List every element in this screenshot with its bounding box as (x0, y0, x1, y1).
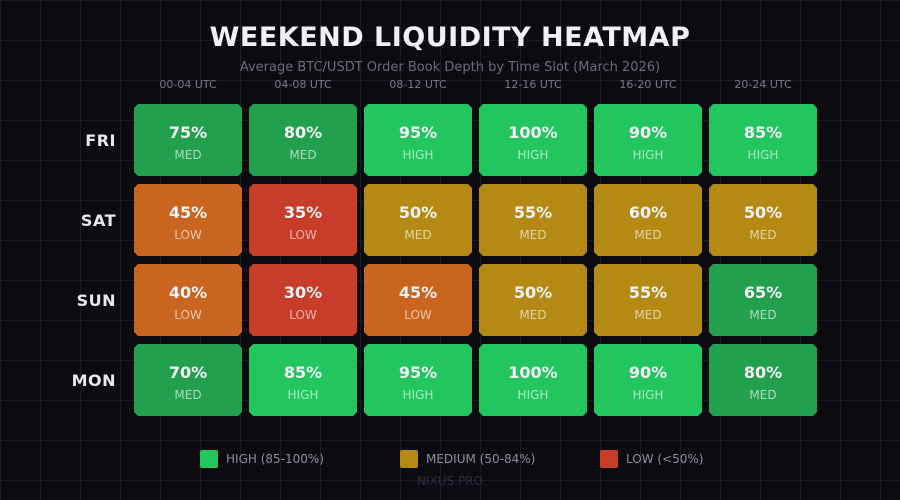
cell-percentage: 55% (628, 283, 668, 302)
cell-level: LOW (404, 308, 432, 322)
cell-percentage: 30% (283, 283, 323, 302)
cell-percentage: 75% (168, 123, 208, 142)
heatmap-cell: 40% LOW (134, 264, 242, 336)
heatmap-cell: 75% MED (134, 104, 242, 176)
cell-level: LOW (289, 228, 317, 242)
cell-percentage: 95% (398, 123, 438, 142)
chart-subtitle: Average BTC/USDT Order Book Depth by Tim… (239, 60, 661, 75)
watermark: NIXUS.PRO (417, 474, 483, 488)
heatmap-cell: 60% MED (594, 184, 702, 256)
column-header: 12-16 UTC (504, 78, 562, 91)
cell-level: MED (749, 228, 777, 242)
column-header: 20-24 UTC (734, 78, 792, 91)
heatmap-cell: 90% HIGH (594, 104, 702, 176)
heatmap-cell: 100% HIGH (479, 104, 587, 176)
heatmap-cell: 45% LOW (364, 264, 472, 336)
cell-percentage: 85% (283, 363, 323, 382)
cell-percentage: 45% (168, 203, 208, 222)
cell-level: HIGH (632, 148, 664, 162)
heatmap-cell: 80% MED (249, 104, 357, 176)
cell-percentage: 90% (628, 123, 668, 142)
cell-level: MED (634, 228, 662, 242)
cell-level: HIGH (517, 388, 549, 402)
legend-swatch (400, 450, 418, 468)
cell-percentage: 80% (743, 363, 783, 382)
cell-level: HIGH (402, 388, 434, 402)
cell-level: HIGH (632, 388, 664, 402)
heatmap-cell: 70% MED (134, 344, 242, 416)
heatmap-cell: 30% LOW (249, 264, 357, 336)
row-label: FRI (85, 131, 116, 150)
heatmap-cell: 50% MED (709, 184, 817, 256)
cell-level: MED (749, 388, 777, 402)
cell-percentage: 95% (398, 363, 438, 382)
cell-percentage: 70% (168, 363, 208, 382)
heatmap-cell: 50% MED (479, 264, 587, 336)
heatmap-cell: 45% LOW (134, 184, 242, 256)
cell-percentage: 65% (743, 283, 783, 302)
column-header: 16-20 UTC (619, 78, 677, 91)
heatmap-cell: 55% MED (479, 184, 587, 256)
cell-percentage: 50% (743, 203, 783, 222)
cell-level: HIGH (747, 148, 779, 162)
cell-percentage: 50% (513, 283, 553, 302)
cell-level: HIGH (287, 388, 319, 402)
cell-percentage: 45% (398, 283, 438, 302)
row-label: SAT (80, 211, 116, 230)
heatmap-cell: 90% HIGH (594, 344, 702, 416)
cell-level: MED (519, 228, 547, 242)
heatmap-cell: 85% HIGH (249, 344, 357, 416)
cell-level: MED (174, 388, 202, 402)
cell-percentage: 100% (508, 123, 558, 142)
cell-level: LOW (174, 308, 202, 322)
cell-level: LOW (174, 228, 202, 242)
cell-level: MED (404, 228, 432, 242)
cell-percentage: 60% (628, 203, 668, 222)
cell-level: MED (289, 148, 317, 162)
row-label: SUN (76, 291, 116, 310)
heatmap-cell: 55% MED (594, 264, 702, 336)
cell-percentage: 90% (628, 363, 668, 382)
legend-label: HIGH (85-100%) (226, 452, 324, 466)
cell-level: MED (634, 308, 662, 322)
cell-percentage: 85% (743, 123, 783, 142)
column-header: 04-08 UTC (274, 78, 332, 91)
heatmap-cell: 95% HIGH (364, 104, 472, 176)
legend-label: LOW (<50%) (626, 452, 704, 466)
heatmap-cell: 85% HIGH (709, 104, 817, 176)
legend-swatch (600, 450, 618, 468)
legend-label: MEDIUM (50-84%) (426, 452, 536, 466)
heatmap-cell: 95% HIGH (364, 344, 472, 416)
cell-level: MED (174, 148, 202, 162)
heatmap-cell: 100% HIGH (479, 344, 587, 416)
heatmap-cell: 80% MED (709, 344, 817, 416)
cell-level: MED (749, 308, 777, 322)
cell-percentage: 50% (398, 203, 438, 222)
cell-percentage: 80% (283, 123, 323, 142)
cell-percentage: 55% (513, 203, 553, 222)
cell-percentage: 35% (283, 203, 323, 222)
heatmap-cell: 50% MED (364, 184, 472, 256)
row-label: MON (71, 371, 116, 390)
column-header: 08-12 UTC (389, 78, 447, 91)
cell-level: HIGH (517, 148, 549, 162)
cell-percentage: 100% (508, 363, 558, 382)
chart-title: WEEKEND LIQUIDITY HEATMAP (209, 22, 691, 53)
cell-percentage: 40% (168, 283, 208, 302)
heatmap-cell: 35% LOW (249, 184, 357, 256)
cell-level: LOW (289, 308, 317, 322)
heatmap-cell: 65% MED (709, 264, 817, 336)
cell-level: HIGH (402, 148, 434, 162)
column-header: 00-04 UTC (159, 78, 217, 91)
legend-swatch (200, 450, 218, 468)
cell-level: MED (519, 308, 547, 322)
